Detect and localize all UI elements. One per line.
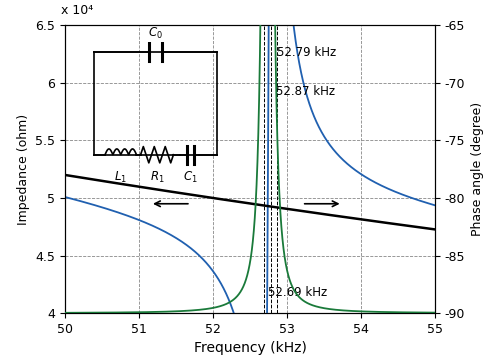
Text: 52.69 kHz: 52.69 kHz <box>268 286 327 300</box>
Y-axis label: Impedance (ohm): Impedance (ohm) <box>16 114 30 225</box>
Text: x 10⁴: x 10⁴ <box>62 4 94 17</box>
Text: 52.79 kHz: 52.79 kHz <box>276 46 336 59</box>
Y-axis label: Phase angle (degree): Phase angle (degree) <box>471 102 484 236</box>
X-axis label: Frequency (kHz): Frequency (kHz) <box>194 342 306 355</box>
Text: 52.87 kHz: 52.87 kHz <box>276 85 335 98</box>
